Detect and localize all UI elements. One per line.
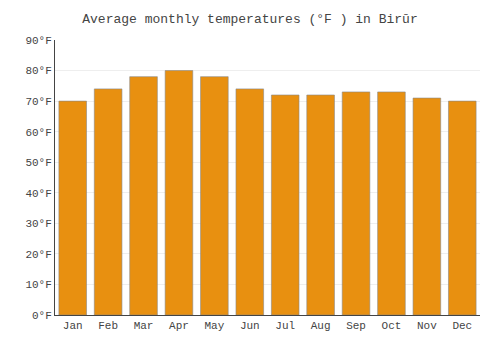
svg-text:Aug: Aug [311,320,331,332]
svg-text:0°F: 0°F [32,310,52,322]
svg-text:Dec: Dec [452,320,472,332]
svg-text:80°F: 80°F [25,65,51,77]
svg-text:10°F: 10°F [25,279,51,291]
svg-text:Jan: Jan [63,320,83,332]
svg-text:Jul: Jul [275,320,295,332]
svg-text:40°F: 40°F [25,188,51,200]
svg-text:50°F: 50°F [25,157,51,169]
svg-text:60°F: 60°F [25,127,51,139]
svg-text:90°F: 90°F [25,35,51,47]
svg-text:Sep: Sep [346,320,366,332]
svg-text:Feb: Feb [98,320,118,332]
svg-text:Jun: Jun [240,320,260,332]
svg-text:Nov: Nov [417,320,437,332]
svg-text:30°F: 30°F [25,218,51,230]
svg-text:Mar: Mar [134,320,154,332]
svg-text:20°F: 20°F [25,249,51,261]
svg-text:Average monthly temperatures (: Average monthly temperatures (°F ) in Bi… [82,12,417,27]
svg-text:70°F: 70°F [25,96,51,108]
svg-text:Oct: Oct [382,320,402,332]
svg-text:Apr: Apr [169,320,189,332]
svg-text:May: May [204,320,224,332]
